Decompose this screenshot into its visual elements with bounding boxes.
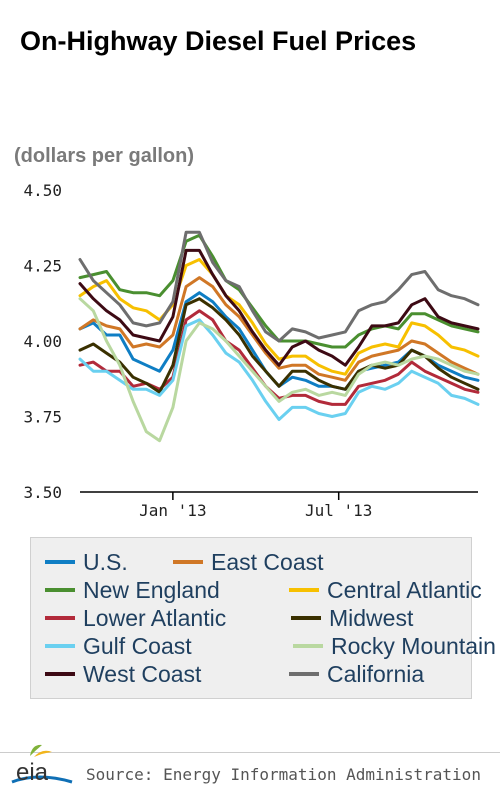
y-tick-label: 3.75 <box>23 408 62 427</box>
y-axis-labels: 4.50 4.25 4.00 3.75 3.50 <box>23 181 62 502</box>
series-line-new-england <box>78 233 480 349</box>
series-line-gulf-coast <box>78 318 480 421</box>
source-note: Source: Energy Information Administratio… <box>86 765 481 784</box>
legend-label: Gulf Coast <box>83 632 192 659</box>
legend-item-rocky-mountain: Rocky Mountain <box>293 632 496 660</box>
legend-swatch <box>45 644 75 648</box>
x-tick-label: Jul '13 <box>305 501 372 520</box>
footer-divider <box>0 752 500 753</box>
logo-text: eia <box>16 759 49 786</box>
legend-swatch <box>289 588 319 592</box>
legend-item-new-england: New England <box>45 576 220 604</box>
legend-item-midwest: Midwest <box>291 604 413 632</box>
legend-swatch <box>289 672 319 676</box>
legend-swatch <box>173 560 203 564</box>
legend-label: Lower Atlantic <box>83 604 227 631</box>
legend-label: Central Atlantic <box>327 576 482 603</box>
line-chart: 4.50 4.25 4.00 3.75 3.50 Jan '13 Jul '13 <box>23 181 480 520</box>
legend-item-central-atlantic: Central Atlantic <box>289 576 482 604</box>
series-line-east-coast <box>78 276 480 382</box>
legend-item-u-s: U.S. <box>45 548 128 576</box>
legend-item-california: California <box>289 660 424 688</box>
chart-title: On-Highway Diesel Fuel Prices <box>20 26 417 56</box>
legend-swatch <box>291 616 321 620</box>
legend-swatch <box>45 616 75 620</box>
legend: U.S. East Coast New England Central Atlanti… <box>30 537 496 699</box>
legend-swatch <box>45 560 75 564</box>
x-tick-label: Jan '13 <box>139 501 206 520</box>
legend-swatch <box>293 644 323 648</box>
legend-swatch <box>45 588 75 592</box>
legend-swatch <box>45 672 75 676</box>
legend-item-west-coast: West Coast <box>45 660 201 688</box>
legend-label: Rocky Mountain <box>331 632 496 659</box>
y-tick-label: 4.50 <box>23 181 62 200</box>
legend-label: Midwest <box>329 604 414 631</box>
legend-label: U.S. <box>83 548 128 575</box>
legend-label: West Coast <box>83 660 202 687</box>
legend-item-east-coast: East Coast <box>173 548 324 576</box>
series-line-west-coast <box>78 248 480 367</box>
series-line-central-atlantic <box>78 258 480 376</box>
series-line-rocky-mountain <box>78 297 480 443</box>
series-line-california <box>78 230 480 343</box>
legend-item-gulf-coast: Gulf Coast <box>45 632 192 660</box>
y-tick-label: 3.50 <box>23 483 62 502</box>
x-axis-ticks: Jan '13 Jul '13 <box>139 492 372 520</box>
legend-label: New England <box>83 576 220 603</box>
legend-item-lower-atlantic: Lower Atlantic <box>45 604 226 632</box>
chart-series-lines <box>78 230 480 443</box>
eia-logo: eia <box>11 744 73 786</box>
units-label: (dollars per gallon) <box>14 145 195 167</box>
legend-label: East Coast <box>211 548 324 575</box>
y-tick-label: 4.25 <box>23 257 62 276</box>
legend-label: California <box>327 660 425 687</box>
y-tick-label: 4.00 <box>23 332 62 351</box>
series-line-midwest <box>78 297 480 394</box>
